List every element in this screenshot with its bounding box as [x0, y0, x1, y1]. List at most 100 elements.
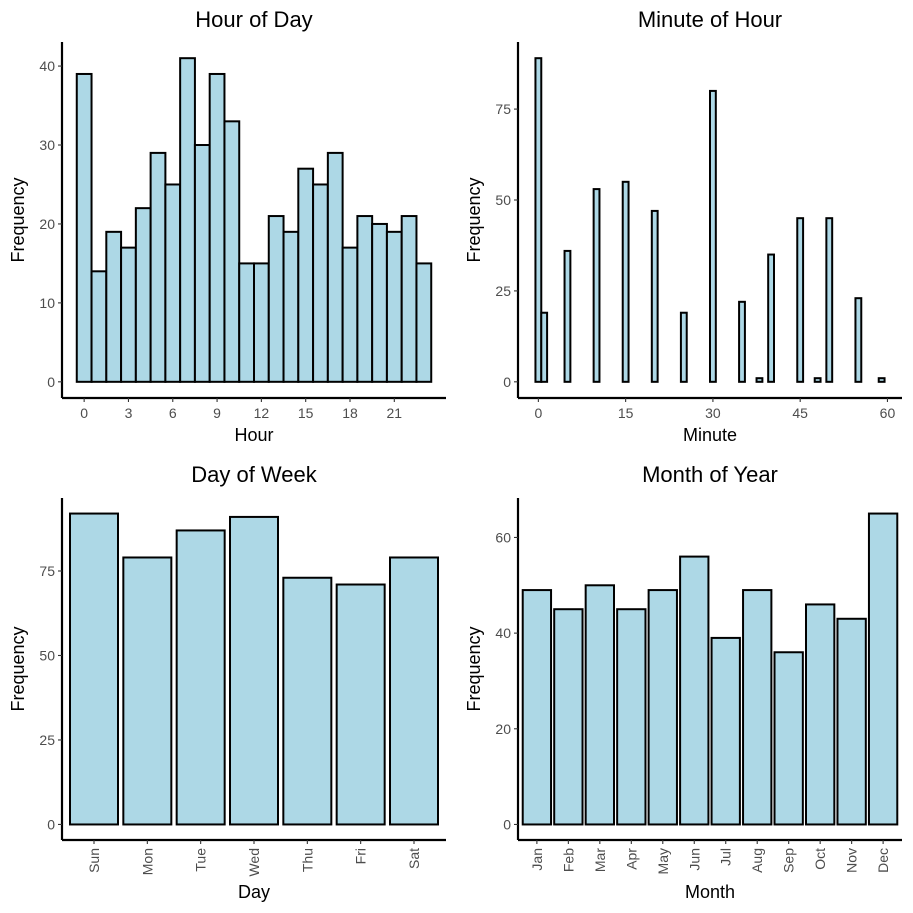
- bar: [312, 183, 329, 383]
- bar: [825, 217, 834, 383]
- bar: [709, 89, 717, 383]
- bar: [253, 262, 270, 383]
- bar: [836, 617, 867, 826]
- x-tick-label: Dec: [875, 848, 891, 873]
- bar: [341, 246, 359, 383]
- x-axis-label: Month: [685, 882, 735, 902]
- x-tick-label: May: [655, 848, 671, 874]
- y-axis-label: Frequency: [8, 177, 28, 262]
- bar: [122, 556, 173, 826]
- bar: [553, 608, 584, 826]
- x-tick-label: 12: [254, 405, 270, 421]
- bar: [877, 377, 886, 383]
- y-tick-label: 10: [39, 295, 55, 311]
- bar: [120, 246, 137, 383]
- bar: [282, 576, 333, 826]
- x-tick-label: Mon: [139, 848, 155, 875]
- x-tick-label: 18: [342, 405, 358, 421]
- x-tick-label: Tue: [193, 848, 209, 872]
- bar: [238, 262, 255, 383]
- y-tick-label: 40: [495, 625, 511, 641]
- x-tick-label: Thu: [299, 848, 315, 872]
- x-tick-label: 60: [880, 405, 896, 421]
- bar: [175, 529, 226, 826]
- x-tick-label: Jan: [529, 848, 545, 871]
- x-tick-label: 6: [169, 405, 177, 421]
- bar: [679, 555, 710, 826]
- x-axis-label: Hour: [234, 425, 273, 445]
- y-tick-label: 0: [503, 374, 511, 390]
- bar: [563, 249, 572, 383]
- y-tick-label: 20: [39, 216, 55, 232]
- y-tick-label: 20: [495, 721, 511, 737]
- x-tick-label: Nov: [844, 848, 860, 873]
- bar: [679, 311, 688, 383]
- y-tick-label: 60: [495, 529, 511, 545]
- bar: [335, 583, 386, 826]
- bar: [854, 297, 863, 383]
- x-tick-label: 9: [213, 405, 221, 421]
- bar: [105, 230, 123, 383]
- chart-panel: 0 10 20 30 40 0 3 6 9 12 15 18 21 Hour of Day Hour Freq…: [8, 7, 446, 445]
- x-axis-label: Minute: [683, 425, 737, 445]
- y-tick-label: 75: [495, 101, 511, 117]
- chart-panel: 0 25 50 75 Sun Mon Tue Wed Thu Fri Sat Day of Week D…: [8, 462, 446, 902]
- x-tick-label: 3: [125, 405, 133, 421]
- bar: [385, 230, 403, 383]
- bar: [796, 217, 805, 383]
- x-tick-label: Jun: [686, 848, 702, 871]
- x-tick-label: Apr: [623, 848, 639, 870]
- bar: [584, 584, 615, 826]
- bar: [738, 300, 746, 383]
- x-axis-label: Day: [238, 882, 270, 902]
- bar: [867, 512, 899, 826]
- y-tick-label: 75: [39, 563, 55, 579]
- x-tick-label: 45: [792, 405, 808, 421]
- bar: [415, 262, 433, 383]
- chart-panel: 0 25 50 75 0 15 30 45 60 Minute of Hour Minute Freq…: [464, 7, 902, 445]
- bar: [767, 253, 775, 383]
- bar: [208, 72, 226, 383]
- bar: [521, 589, 553, 826]
- bar: [616, 608, 647, 826]
- bar: [229, 515, 279, 826]
- bar: [742, 589, 773, 826]
- bar: [297, 167, 315, 383]
- bar: [371, 222, 388, 383]
- chart-title: Day of Week: [191, 462, 318, 487]
- x-tick-label: 15: [618, 405, 634, 421]
- bar: [267, 215, 285, 383]
- x-tick-label: Sun: [86, 848, 102, 873]
- y-tick-label: 0: [503, 816, 511, 832]
- bar: [755, 377, 764, 383]
- x-tick-label: Jul: [718, 848, 734, 866]
- y-tick-label: 0: [47, 374, 55, 390]
- bar: [326, 151, 344, 383]
- bar: [90, 270, 108, 383]
- y-axis-label: Frequency: [464, 177, 484, 262]
- bar: [400, 215, 418, 383]
- bar: [540, 311, 549, 383]
- x-tick-label: Mar: [592, 848, 608, 872]
- bar: [650, 209, 659, 383]
- x-tick-label: Aug: [749, 848, 765, 873]
- bar: [805, 603, 836, 826]
- x-tick-label: Oct: [812, 848, 828, 870]
- y-tick-label: 0: [47, 816, 55, 832]
- x-tick-label: 15: [298, 405, 314, 421]
- y-tick-label: 25: [495, 283, 511, 299]
- y-tick-label: 25: [39, 732, 55, 748]
- chart-panel: 0 20 40 60 Jan Feb Mar Apr May Jun Jul Aug Sep Oct Nov…: [464, 462, 902, 902]
- x-tick-label: Feb: [560, 848, 576, 872]
- bar: [69, 512, 119, 826]
- bar: [389, 556, 439, 826]
- bar: [179, 57, 196, 383]
- x-tick-label: 21: [387, 405, 403, 421]
- chart-title: Minute of Hour: [638, 7, 782, 32]
- bar: [534, 57, 543, 383]
- chart-title: Month of Year: [642, 462, 778, 487]
- y-axis-label: Frequency: [8, 626, 28, 711]
- bar: [813, 377, 822, 383]
- bar: [356, 215, 374, 383]
